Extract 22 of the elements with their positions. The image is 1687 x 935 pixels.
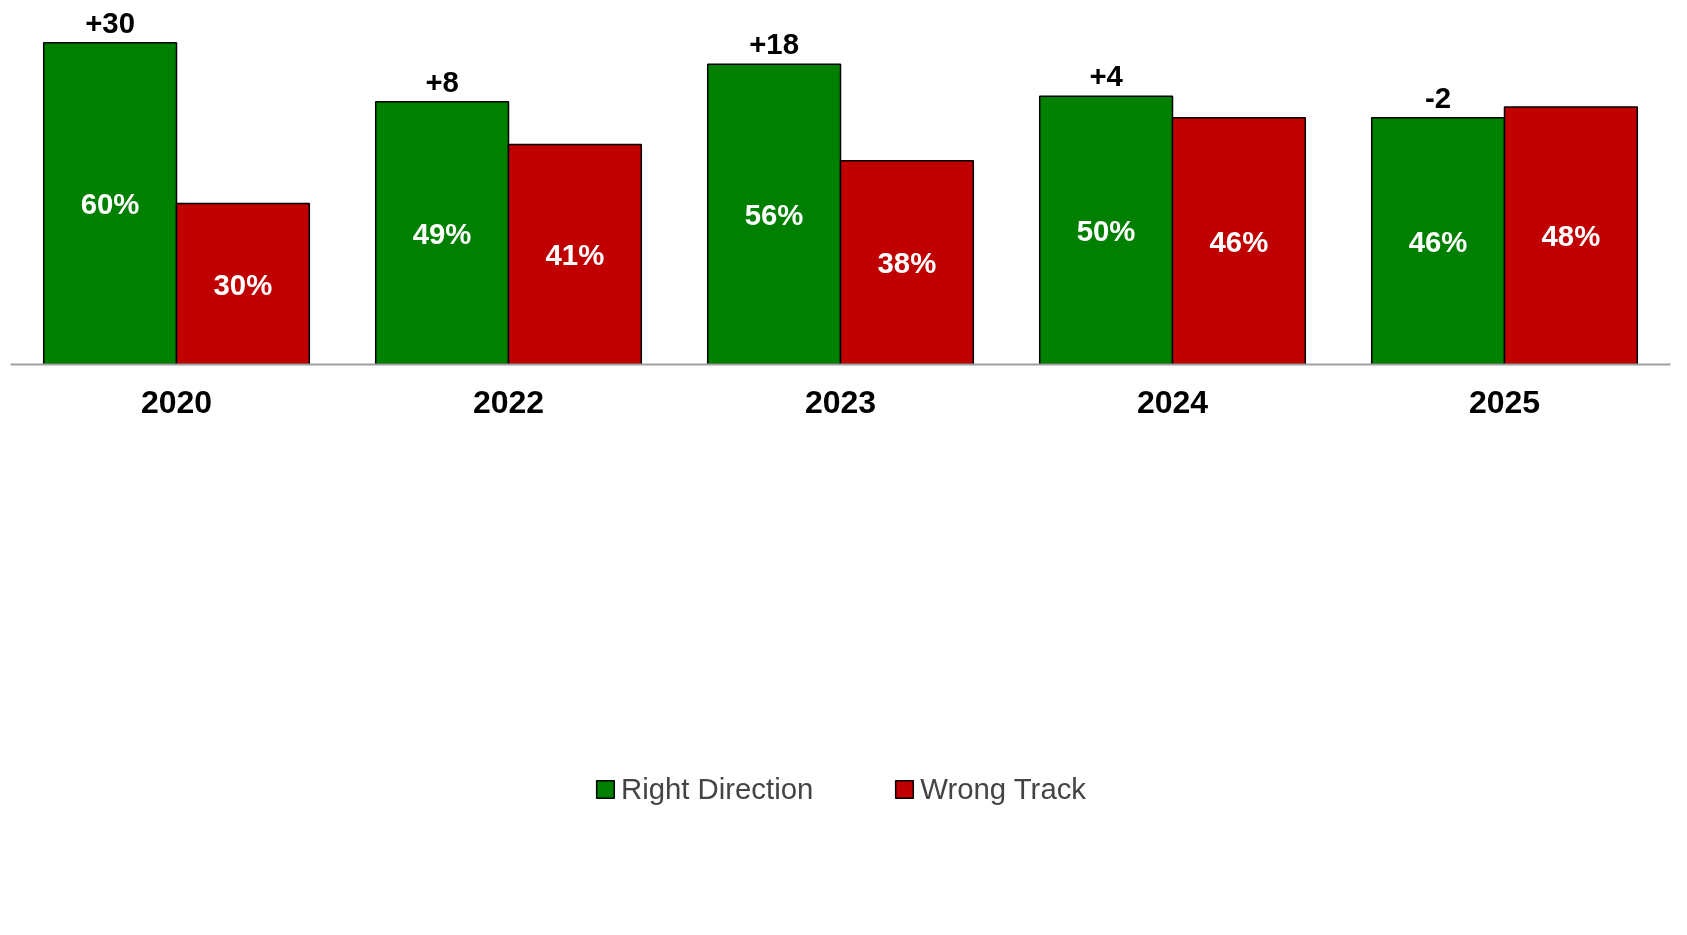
- annotation: +8: [425, 64, 459, 98]
- data-label: 56%: [744, 197, 804, 231]
- legend-label: Wrong Track: [920, 772, 1087, 806]
- x-tick-label: 2025: [1468, 383, 1541, 420]
- data-label: 50%: [1076, 213, 1136, 247]
- x-tick-label: 2022: [472, 383, 545, 420]
- annotation: +30: [85, 5, 135, 39]
- x-tick-label: 2024: [1136, 383, 1209, 420]
- data-label: 30%: [213, 267, 273, 301]
- legend-label: Right Direction: [620, 772, 814, 806]
- annotation: -2: [1425, 80, 1452, 114]
- x-tick-label: 2020: [140, 383, 213, 420]
- annotation: +4: [1089, 59, 1124, 93]
- data-label: 48%: [1541, 219, 1601, 253]
- data-label: 46%: [1408, 224, 1468, 258]
- data-label: 41%: [545, 238, 605, 272]
- data-label: 60%: [80, 187, 140, 221]
- annotation: +18: [749, 27, 799, 61]
- data-label: 49%: [412, 216, 472, 250]
- x-tick-label: 2023: [804, 383, 877, 420]
- data-label: 38%: [877, 246, 937, 280]
- data-label: 46%: [1209, 224, 1269, 258]
